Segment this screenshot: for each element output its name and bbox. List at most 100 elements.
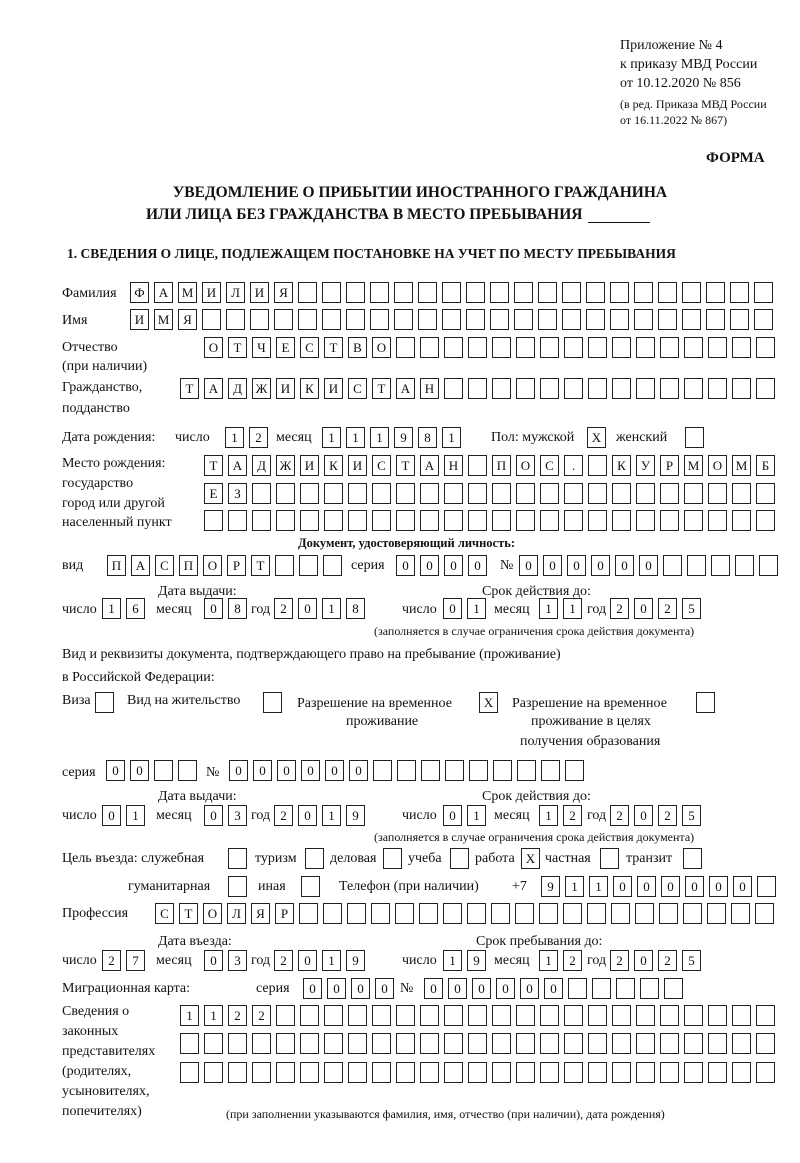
char-box[interactable] [275, 555, 294, 576]
char-box[interactable] [469, 760, 488, 781]
char-box[interactable]: 3 [228, 805, 247, 826]
char-box[interactable] [300, 1005, 319, 1026]
char-box[interactable] [730, 309, 749, 330]
char-box[interactable]: И [300, 455, 319, 476]
char-box[interactable] [660, 1033, 679, 1054]
char-box[interactable] [444, 1005, 463, 1026]
char-box[interactable] [660, 378, 679, 399]
char-box[interactable]: 9 [346, 950, 365, 971]
char-box[interactable] [228, 848, 247, 869]
char-box[interactable] [696, 692, 715, 713]
char-box[interactable] [204, 1033, 223, 1054]
char-box[interactable] [755, 903, 774, 924]
char-box[interactable]: 2 [274, 805, 293, 826]
char-box[interactable] [444, 378, 463, 399]
char-box[interactable] [732, 483, 751, 504]
char-box[interactable]: Н [420, 378, 439, 399]
char-box[interactable] [540, 337, 559, 358]
char-box[interactable] [541, 760, 560, 781]
char-box[interactable] [564, 378, 583, 399]
char-box[interactable]: 0 [615, 555, 634, 576]
char-box[interactable]: С [155, 903, 174, 924]
char-box[interactable]: Б [756, 455, 775, 476]
char-box[interactable] [515, 903, 534, 924]
char-box[interactable]: 0 [106, 760, 125, 781]
char-box[interactable]: 7 [126, 950, 145, 971]
char-box[interactable]: А [154, 282, 173, 303]
char-box[interactable] [348, 1062, 367, 1083]
char-box[interactable] [468, 455, 487, 476]
char-box[interactable] [540, 1062, 559, 1083]
char-box[interactable]: 0 [303, 978, 322, 999]
char-box[interactable]: 0 [375, 978, 394, 999]
char-box[interactable] [300, 1033, 319, 1054]
char-box[interactable]: Т [324, 337, 343, 358]
char-box[interactable] [492, 510, 511, 531]
char-box[interactable] [396, 1033, 415, 1054]
char-box[interactable]: 0 [102, 805, 121, 826]
char-box[interactable]: 2 [658, 805, 677, 826]
char-box[interactable] [564, 337, 583, 358]
char-box[interactable] [706, 309, 725, 330]
char-box[interactable]: 0 [253, 760, 272, 781]
char-box[interactable] [732, 1062, 751, 1083]
char-box[interactable]: Т [179, 903, 198, 924]
char-box[interactable] [731, 903, 750, 924]
char-box[interactable]: 1 [539, 598, 558, 619]
char-box[interactable] [514, 282, 533, 303]
char-box[interactable] [588, 1033, 607, 1054]
char-box[interactable] [592, 978, 611, 999]
char-box[interactable]: 1 [322, 805, 341, 826]
char-box[interactable]: Д [228, 378, 247, 399]
char-box[interactable] [586, 282, 605, 303]
char-box[interactable]: 9 [346, 805, 365, 826]
char-box[interactable]: 0 [204, 805, 223, 826]
char-box[interactable] [228, 876, 247, 897]
char-box[interactable] [419, 903, 438, 924]
char-box[interactable] [252, 1062, 271, 1083]
char-box[interactable] [305, 848, 324, 869]
char-box[interactable]: 0 [349, 760, 368, 781]
char-box[interactable]: 0 [634, 805, 653, 826]
char-box[interactable]: 0 [229, 760, 248, 781]
char-box[interactable]: 1 [443, 950, 462, 971]
char-box[interactable] [466, 282, 485, 303]
char-box[interactable] [564, 1062, 583, 1083]
char-box[interactable] [588, 1062, 607, 1083]
char-box[interactable] [301, 876, 320, 897]
char-box[interactable]: 0 [661, 876, 680, 897]
char-box[interactable] [732, 337, 751, 358]
char-box[interactable] [708, 378, 727, 399]
char-box[interactable] [612, 510, 631, 531]
char-box[interactable]: К [324, 455, 343, 476]
char-box[interactable] [756, 1062, 775, 1083]
char-box[interactable]: 2 [658, 598, 677, 619]
char-box[interactable]: 0 [496, 978, 515, 999]
char-box[interactable] [612, 1033, 631, 1054]
char-box[interactable]: X [587, 427, 606, 448]
char-box[interactable]: 1 [204, 1005, 223, 1026]
char-box[interactable] [324, 483, 343, 504]
char-box[interactable]: М [684, 455, 703, 476]
char-box[interactable] [466, 309, 485, 330]
char-box[interactable]: 2 [249, 427, 268, 448]
char-box[interactable]: 0 [685, 876, 704, 897]
char-box[interactable] [640, 978, 659, 999]
char-box[interactable]: 0 [204, 950, 223, 971]
char-box[interactable] [611, 903, 630, 924]
char-box[interactable]: 0 [543, 555, 562, 576]
char-box[interactable] [708, 1062, 727, 1083]
char-box[interactable] [635, 903, 654, 924]
char-box[interactable]: Л [227, 903, 246, 924]
char-box[interactable] [178, 760, 197, 781]
char-box[interactable] [468, 1033, 487, 1054]
char-box[interactable] [516, 337, 535, 358]
char-box[interactable]: Т [372, 378, 391, 399]
char-box[interactable]: . [564, 455, 583, 476]
char-box[interactable]: Н [444, 455, 463, 476]
char-box[interactable] [396, 337, 415, 358]
char-box[interactable] [323, 903, 342, 924]
char-box[interactable]: 0 [443, 805, 462, 826]
char-box[interactable] [664, 978, 683, 999]
char-box[interactable] [346, 282, 365, 303]
